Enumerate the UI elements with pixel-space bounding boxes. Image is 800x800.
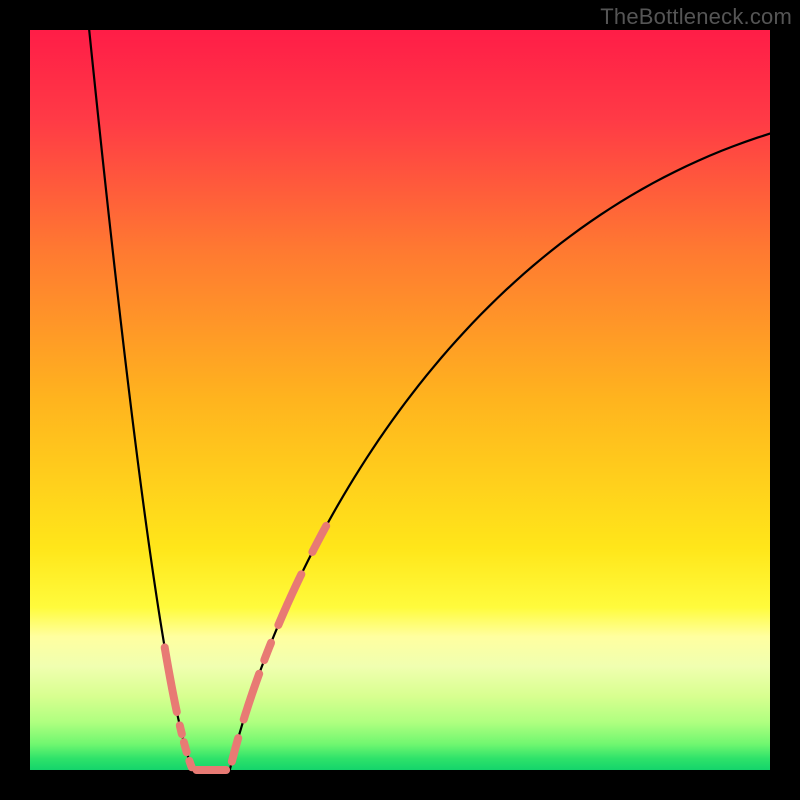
- chart-background: [30, 30, 770, 770]
- marker-band: [184, 742, 187, 752]
- marker-band: [189, 761, 191, 767]
- marker-band: [180, 725, 182, 734]
- bottleneck-chart: [0, 0, 800, 800]
- watermark-label: TheBottleneck.com: [600, 4, 792, 30]
